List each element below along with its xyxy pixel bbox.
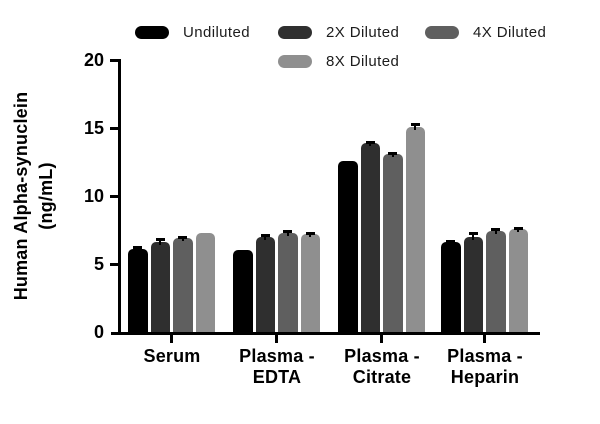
legend-label-2x-diluted: 2X Diluted — [326, 23, 400, 41]
bar-plasma-edta-undiluted — [233, 250, 253, 332]
y-tick-label-0: 0 — [93, 322, 104, 342]
error-bar-serum-undiluted — [136, 247, 139, 253]
y-tick-mark-15 — [110, 127, 119, 130]
bar-plasma-edta-4x-diluted — [278, 233, 298, 332]
y-tick-mark-5 — [110, 263, 119, 266]
error-bar-cap-plasma-edta-2x-diluted — [260, 233, 270, 237]
error-bar-cap-serum-undiluted — [133, 246, 143, 249]
y-axis-title-line2: (ng/mL) — [36, 162, 56, 230]
legend-label-undiluted: Undiluted — [183, 23, 250, 41]
y-tick-mark-20 — [110, 59, 119, 62]
x-label-plasma-edta-line2: EDTA — [252, 367, 302, 387]
x-label-plasma-citrate-line1: Plasma - — [344, 346, 420, 366]
error-bar-serum-4x-diluted — [181, 236, 184, 242]
error-bar-cap-serum-2x-diluted — [155, 237, 165, 241]
y-tick-label-10: 10 — [83, 186, 104, 206]
bar-plasma-edta-2x-diluted — [255, 236, 275, 332]
y-axis-title-line1: Human Alpha-synuclein — [11, 91, 31, 301]
x-label-plasma-citrate: Plasma - Citrate — [312, 346, 452, 388]
bar-serum-2x-diluted — [150, 242, 170, 332]
error-bar-plasma-heparin-undiluted — [449, 240, 452, 246]
error-bar-cap-plasma-heparin-undiluted — [446, 239, 456, 243]
x-label-serum: Serum — [102, 346, 242, 367]
y-axis-line — [118, 59, 121, 335]
x-label-plasma-edta: Plasma - EDTA — [207, 346, 347, 388]
error-bar-plasma-citrate-2x-diluted — [369, 141, 372, 146]
legend-swatch-undiluted — [135, 25, 169, 39]
error-bar-cap-plasma-citrate-8x-diluted — [410, 123, 420, 127]
error-bar-cap-plasma-heparin-2x-diluted — [468, 231, 478, 235]
y-tick-mark-10 — [110, 195, 119, 198]
bar-plasma-citrate-8x-diluted — [405, 126, 425, 332]
x-tick-mark-heparin — [483, 335, 486, 343]
legend-swatch-2x-diluted — [278, 25, 312, 39]
bar-plasma-heparin-undiluted — [441, 242, 461, 332]
legend-item-8x-diluted: 8X Diluted — [278, 52, 400, 70]
y-tick-label-20: 20 — [83, 50, 104, 70]
error-bar-plasma-citrate-4x-diluted — [391, 152, 394, 157]
error-bar-cap-serum-4x-diluted — [178, 235, 188, 239]
x-label-plasma-heparin-line2: Heparin — [450, 367, 520, 387]
bar-plasma-edta-8x-diluted — [300, 234, 320, 332]
bar-plasma-heparin-2x-diluted — [463, 236, 483, 332]
x-label-plasma-heparin-line1: Plasma - — [447, 346, 523, 366]
y-tick-label-15: 15 — [83, 118, 104, 138]
bar-plasma-heparin-8x-diluted — [508, 228, 528, 332]
bar-plasma-citrate-4x-diluted — [383, 153, 403, 332]
error-bar-cap-plasma-heparin-8x-diluted — [513, 226, 523, 230]
legend-item-2x-diluted: 2X Diluted — [278, 23, 400, 41]
error-bar-cap-plasma-citrate-4x-diluted — [388, 151, 398, 155]
legend-label-4x-diluted: 4X Diluted — [473, 23, 547, 41]
x-label-plasma-citrate-line2: Citrate — [352, 367, 412, 387]
error-bar-plasma-heparin-8x-diluted — [517, 227, 520, 232]
x-label-serum-line1: Serum — [143, 346, 201, 366]
legend-swatch-4x-diluted — [425, 25, 459, 39]
error-bar-serum-2x-diluted — [159, 238, 162, 246]
x-label-plasma-edta-line1: Plasma - — [239, 346, 315, 366]
legend-item-4x-diluted: 4X Diluted — [425, 23, 547, 41]
x-tick-mark-edta — [275, 335, 278, 343]
bar-plasma-citrate-undiluted — [338, 160, 358, 332]
x-tick-mark-citrate — [380, 335, 383, 343]
x-tick-mark-serum — [170, 335, 173, 343]
x-label-plasma-heparin: Plasma - Heparin — [415, 346, 555, 388]
bar-serum-4x-diluted — [173, 238, 193, 332]
bar-plasma-citrate-2x-diluted — [360, 142, 380, 332]
error-bar-cap-plasma-edta-8x-diluted — [305, 231, 315, 235]
bar-serum-8x-diluted — [195, 232, 215, 332]
error-bar-plasma-heparin-2x-diluted — [472, 232, 475, 240]
bar-serum-undiluted — [128, 249, 148, 332]
x-axis-line — [111, 332, 540, 335]
error-bar-plasma-citrate-8x-diluted — [414, 124, 417, 130]
error-bar-cap-plasma-edta-4x-diluted — [283, 229, 293, 233]
error-bar-plasma-edta-2x-diluted — [264, 234, 267, 240]
bar-plasma-heparin-4x-diluted — [486, 230, 506, 332]
legend-item-undiluted: Undiluted — [135, 23, 250, 41]
error-bar-plasma-edta-8x-diluted — [309, 232, 312, 238]
error-bar-cap-plasma-citrate-2x-diluted — [365, 140, 375, 144]
y-tick-label-5: 5 — [93, 254, 104, 274]
legend-swatch-8x-diluted — [278, 54, 312, 68]
error-bar-cap-plasma-heparin-4x-diluted — [491, 228, 501, 232]
error-bar-plasma-edta-4x-diluted — [286, 230, 289, 237]
error-bar-plasma-heparin-4x-diluted — [494, 229, 497, 234]
legend-label-8x-diluted: 8X Diluted — [326, 52, 400, 70]
y-axis-title: Human Alpha-synuclein (ng/mL) — [9, 36, 65, 356]
